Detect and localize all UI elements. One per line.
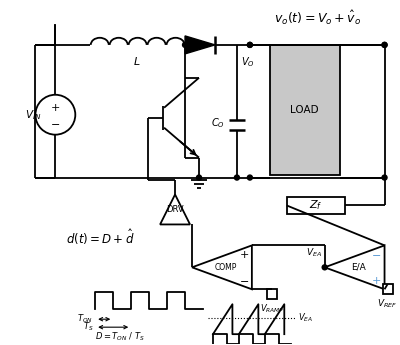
- Text: $-$: $-$: [239, 275, 249, 285]
- Text: $-$: $-$: [372, 249, 382, 259]
- Text: $-$: $-$: [50, 118, 60, 128]
- Text: $C_O$: $C_O$: [211, 116, 225, 130]
- Text: +: +: [51, 103, 60, 113]
- Text: $v_o(t)=V_o+\hat{v}_o$: $v_o(t)=V_o+\hat{v}_o$: [274, 9, 361, 27]
- Text: $V_{EA}$: $V_{EA}$: [306, 247, 322, 259]
- Circle shape: [247, 175, 252, 180]
- Text: $+$: $+$: [239, 249, 249, 260]
- Bar: [270, 45, 340, 175]
- Polygon shape: [185, 36, 215, 54]
- Text: $V_{IN}$: $V_{IN}$: [25, 108, 42, 122]
- Circle shape: [382, 175, 387, 180]
- Circle shape: [247, 42, 252, 47]
- Text: COMP: COMP: [215, 263, 237, 272]
- Text: $d(t)=D+\hat{d}$: $d(t)=D+\hat{d}$: [66, 227, 134, 247]
- Circle shape: [234, 175, 240, 180]
- Text: $+$: $+$: [372, 275, 382, 286]
- Text: $V_{REF}$: $V_{REF}$: [377, 297, 398, 310]
- Bar: [287, 197, 345, 215]
- Circle shape: [382, 42, 387, 47]
- Circle shape: [322, 265, 327, 270]
- Text: DRV: DRV: [166, 205, 184, 214]
- Bar: [267, 289, 277, 299]
- Circle shape: [182, 42, 188, 47]
- Text: $V_{RAMP}$: $V_{RAMP}$: [260, 302, 284, 315]
- Text: $L$: $L$: [133, 55, 141, 67]
- Text: $D=T_{ON}\ /\ T_S$: $D=T_{ON}\ /\ T_S$: [95, 331, 145, 343]
- Circle shape: [196, 175, 202, 180]
- Text: $Z_f$: $Z_f$: [309, 199, 322, 213]
- Text: E/A: E/A: [351, 263, 366, 272]
- Text: LOAD: LOAD: [290, 105, 319, 115]
- Circle shape: [382, 42, 387, 47]
- Text: $T_{ON}$: $T_{ON}$: [77, 313, 93, 325]
- Text: $V_{EA}$: $V_{EA}$: [298, 312, 313, 324]
- Text: $V_O$: $V_O$: [241, 55, 255, 69]
- Text: $T_S$: $T_S$: [83, 321, 93, 333]
- Circle shape: [247, 42, 252, 47]
- Bar: [382, 284, 392, 294]
